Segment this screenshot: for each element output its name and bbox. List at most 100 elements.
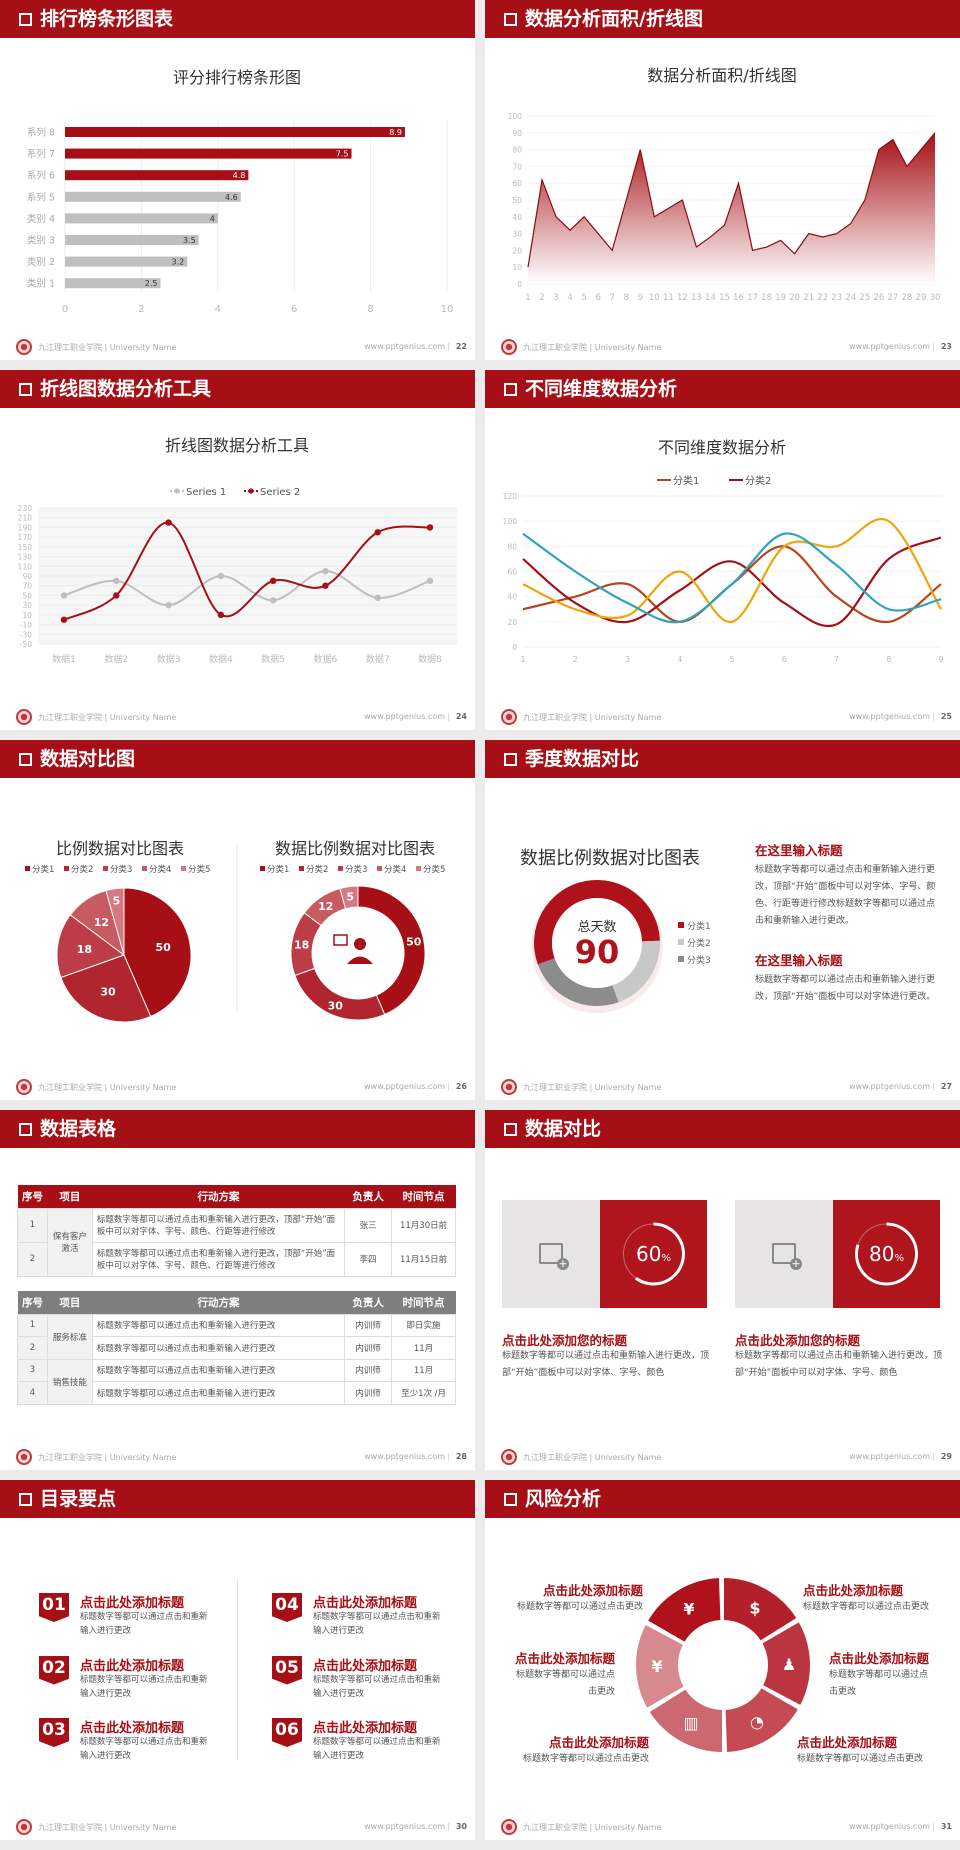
block-body: 标题数字等都可以通过点击和重新输入进行更改，顶部“开始”面板中可以对字体进行更改… xyxy=(755,975,936,1002)
website-url[interactable]: www.pptgenius.com xyxy=(364,1452,445,1461)
x-tick-label: 2 xyxy=(573,655,578,664)
coins-icon: $ xyxy=(749,1598,760,1617)
item-heading[interactable]: 点击此处添加标题 xyxy=(548,1735,649,1750)
slide-title: 季度数据对比 xyxy=(525,748,640,770)
slide-header: 数据分析面积/折线图 xyxy=(485,0,960,38)
website-url[interactable]: www.pptgenius.com xyxy=(849,1452,930,1461)
website-url[interactable]: www.pptgenius.com xyxy=(849,1082,930,1091)
legend-swatch xyxy=(678,939,684,945)
website-url[interactable]: www.pptgenius.com xyxy=(364,712,445,721)
x-tick-label: 12 xyxy=(677,293,688,303)
website-url[interactable]: www.pptgenius.com xyxy=(849,712,930,721)
presenter-icon-body xyxy=(347,956,373,964)
column-header: 负责人 xyxy=(352,1296,384,1309)
ring-segment xyxy=(645,1576,723,1645)
university-logo-icon xyxy=(16,709,32,725)
category-label: 类别 4 xyxy=(27,213,55,225)
area-fill xyxy=(528,132,935,284)
legend-label: 分类2 xyxy=(745,474,771,487)
page-number: 24 xyxy=(447,712,467,721)
legend-label: 分类1 xyxy=(687,920,711,932)
percent-panel: 60% xyxy=(600,1200,707,1308)
x-tick-label: 27 xyxy=(887,293,898,303)
cell-no: 1 xyxy=(17,1313,48,1337)
legend-swatch xyxy=(64,866,69,871)
data-label: 12 xyxy=(318,900,333,913)
x-tick-label: 20 xyxy=(789,293,800,303)
legend-label: Series 2 xyxy=(260,487,300,498)
website-url[interactable]: www.pptgenius.com xyxy=(364,342,445,351)
page-number: 31 xyxy=(932,1822,952,1831)
university-logo-icon xyxy=(16,1079,32,1095)
x-tick-label: 9 xyxy=(638,293,643,303)
item-heading[interactable]: 点击此处添加标题 xyxy=(542,1583,643,1598)
item-heading[interactable]: 点击此处添加标题 xyxy=(803,1583,904,1598)
item-body: 标题数字等都可以通过点击和重新输入进行更改 xyxy=(80,1674,208,1699)
number-badge: 02 xyxy=(39,1655,69,1685)
slide-canvas: -50-30-101030507090110130150170190210230… xyxy=(18,487,457,665)
x-tick-label: 7 xyxy=(834,655,839,664)
percent-unit: % xyxy=(894,1253,904,1264)
slide-24: -50 -30 -10 10 30 50 70 90 110 130 150 170 190 210 230… xyxy=(0,370,475,730)
y-tick-label: 0 xyxy=(512,643,517,652)
ring-segment xyxy=(646,1686,724,1755)
school-name: 九江理工职业学院 | University Name xyxy=(523,713,662,722)
bar xyxy=(65,148,352,159)
category-label: 类别 1 xyxy=(27,278,55,290)
slide-header: 目录要点 xyxy=(0,1480,475,1518)
item-heading[interactable]: 点击此处添加标题 xyxy=(313,1596,418,1611)
university-logo-icon xyxy=(501,709,517,725)
legend-label: 分类4 xyxy=(384,864,406,875)
data-label: 3.5 xyxy=(183,236,196,245)
series-line xyxy=(522,518,942,623)
data-label: 50 xyxy=(156,941,172,954)
y-tick-label: 70 xyxy=(512,162,522,171)
image-placeholder[interactable] xyxy=(735,1200,833,1308)
table-row: 4 标题数字等都可以通过点击和重新输入进行更改 内训师 至少1次 /月 xyxy=(17,1381,456,1405)
data-label: 2.5 xyxy=(145,279,158,288)
x-tick-label: 15 xyxy=(719,293,730,303)
y-tick-label: 30 xyxy=(22,601,32,610)
legend-label: 分类3 xyxy=(345,864,367,875)
website-url[interactable]: www.pptgenius.com xyxy=(364,1822,445,1831)
website-url[interactable]: www.pptgenius.com xyxy=(849,342,930,351)
percent-panel: 80% xyxy=(833,1200,940,1308)
slice xyxy=(105,887,125,956)
slide-title: 数据对比图 xyxy=(40,748,136,770)
checkbox-square-icon xyxy=(19,13,32,26)
website-url[interactable]: www.pptgenius.com xyxy=(364,1082,445,1091)
table-header-row: 序号 项目 行动方案 负责人 时间节点 xyxy=(17,1291,456,1314)
yuan-hand-icon: ¥ xyxy=(651,1657,662,1676)
chart-title: 评分排行榜条形图 xyxy=(172,68,302,87)
website-url[interactable]: www.pptgenius.com xyxy=(849,1822,930,1831)
school-name: 九江理工职业学院 | University Name xyxy=(38,1823,177,1832)
legend-swatch xyxy=(142,866,147,871)
item-heading[interactable]: 点击此处添加标题 xyxy=(313,1721,418,1736)
x-tick-label: 6 xyxy=(782,655,787,664)
item-heading[interactable]: 点击此处添加标题 xyxy=(829,1651,930,1666)
item-heading[interactable]: 点击此处添加标题 xyxy=(80,1596,185,1611)
legend-marker xyxy=(248,488,254,494)
image-placeholder[interactable] xyxy=(502,1200,600,1308)
item-heading[interactable]: 点击此处添加标题 xyxy=(514,1651,615,1666)
item-heading[interactable]: 点击此处添加标题 xyxy=(80,1658,185,1674)
university-logo-icon xyxy=(501,1449,517,1465)
y-tick-label: 10 xyxy=(22,611,32,620)
item-heading[interactable]: 点击此处添加标题 xyxy=(797,1735,898,1750)
column-header: 时间节点 xyxy=(402,1296,445,1309)
item-heading[interactable]: 点击此处添加标题 xyxy=(80,1721,185,1736)
y-tick-label: 50 xyxy=(22,591,32,600)
cell-owner: 内训师 xyxy=(344,1381,393,1405)
item-heading[interactable]: 点击此处添加标题 xyxy=(313,1658,418,1674)
school-name: 九江理工职业学院 | University Name xyxy=(523,1453,662,1462)
add-image-icon xyxy=(539,1243,569,1270)
x-tick-label: 30 xyxy=(930,293,941,303)
number-badge: 04 xyxy=(272,1593,302,1622)
x-tick-label: 数据8 xyxy=(418,653,442,665)
chart-title: 数据比例数据对比图表 xyxy=(274,839,436,858)
item-body: 标题数字等都可以通过点击和重新输入进行更改 xyxy=(313,1612,441,1636)
x-tick-label: 6 xyxy=(595,293,600,303)
bar xyxy=(65,213,218,224)
table-row: 1 保有客户激活 标题数字等都可以通过点击和重新输入进行更改，顶部“开始”面板中可以… xyxy=(17,1207,456,1277)
data-label: 5 xyxy=(346,891,354,904)
